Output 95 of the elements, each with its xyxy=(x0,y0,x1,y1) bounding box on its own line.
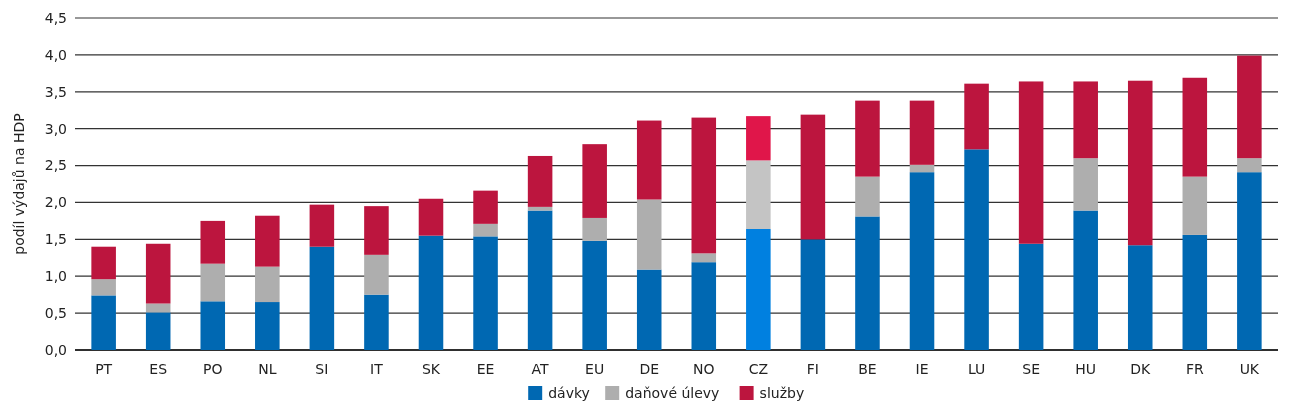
x-tick-label: PO xyxy=(203,361,223,377)
bar xyxy=(309,204,335,247)
legend-label: služby xyxy=(759,385,805,401)
bar xyxy=(255,266,280,303)
bar xyxy=(746,229,771,350)
y-tick-label: 4,5 xyxy=(44,9,67,26)
legend-label: dávky xyxy=(548,385,590,401)
x-tick-label: FR xyxy=(1185,361,1204,377)
y-tick-label: 3,5 xyxy=(44,83,67,100)
bar xyxy=(473,223,498,237)
bar xyxy=(964,83,989,150)
bar xyxy=(800,239,826,350)
bar xyxy=(691,253,717,263)
bar xyxy=(418,235,444,350)
bar xyxy=(909,172,935,350)
y-axis-title: podíl výdajů na HDP xyxy=(11,113,27,255)
bar xyxy=(91,295,116,350)
bar xyxy=(909,164,935,173)
x-tick-label: EU xyxy=(585,361,605,377)
bar xyxy=(473,236,498,350)
x-tick-label: ES xyxy=(149,361,168,377)
x-tick-label: IT xyxy=(370,361,384,377)
bar xyxy=(309,246,335,350)
bar xyxy=(691,117,717,254)
x-tick-label: AT xyxy=(531,361,550,377)
bar xyxy=(418,198,444,236)
bar xyxy=(200,301,226,350)
bar xyxy=(1127,245,1153,350)
bar xyxy=(1237,55,1262,159)
bar xyxy=(582,240,607,350)
bar xyxy=(145,243,171,304)
bar xyxy=(1237,172,1262,350)
x-tick-label: DK xyxy=(1130,361,1152,377)
bar xyxy=(582,144,607,218)
x-tick-label: PT xyxy=(95,361,113,377)
legend-label: daňové úlevy xyxy=(625,385,720,401)
x-tick-label: SI xyxy=(315,361,329,377)
y-tick-label: 4,0 xyxy=(44,46,67,63)
bar xyxy=(255,215,280,267)
bar xyxy=(1018,243,1044,350)
bar xyxy=(200,220,226,264)
x-tick-label: FI xyxy=(806,361,819,377)
bar xyxy=(582,217,607,241)
x-tick-label: HU xyxy=(1075,361,1097,377)
bar xyxy=(855,216,880,350)
bar xyxy=(91,246,116,280)
x-tick-label: LU xyxy=(967,361,986,377)
y-tick-label: 0,5 xyxy=(44,305,67,322)
bar xyxy=(746,116,771,161)
bar xyxy=(1182,234,1208,350)
bar xyxy=(364,254,389,295)
y-tick-label: 1,5 xyxy=(44,231,67,248)
x-tick-label: NO xyxy=(693,361,715,377)
bar xyxy=(1182,176,1208,235)
bar xyxy=(855,176,880,217)
bar xyxy=(1237,158,1262,173)
bar xyxy=(527,210,553,350)
x-tick-label: SE xyxy=(1022,361,1040,377)
bar xyxy=(909,100,935,165)
x-tick-label: NL xyxy=(258,361,277,377)
bar xyxy=(527,206,553,211)
bar xyxy=(364,294,389,350)
bar xyxy=(1182,77,1208,177)
x-tick-label: EE xyxy=(476,361,495,377)
bar xyxy=(364,206,389,255)
bar xyxy=(473,190,498,224)
y-tick-label: 2,0 xyxy=(44,194,67,211)
bar xyxy=(1073,81,1098,159)
bar xyxy=(200,263,226,302)
x-tick-label: CZ xyxy=(748,361,769,377)
bar xyxy=(1127,80,1153,246)
bar xyxy=(636,120,662,200)
bar xyxy=(691,262,717,350)
bar xyxy=(1073,210,1098,350)
x-tick-label: SK xyxy=(421,361,441,377)
bar xyxy=(145,312,171,350)
x-tick-label: UK xyxy=(1239,361,1260,377)
x-tick-label: IE xyxy=(915,361,929,377)
bar xyxy=(1018,81,1044,244)
bar xyxy=(800,114,826,240)
bar xyxy=(91,279,116,296)
bar xyxy=(255,302,280,350)
y-tick-label: 1,0 xyxy=(44,268,67,285)
bar xyxy=(1073,158,1098,211)
bar xyxy=(746,160,771,229)
y-tick-label: 2,5 xyxy=(44,157,67,174)
bar xyxy=(964,149,989,350)
y-tick-label: 3,0 xyxy=(44,120,67,137)
bar xyxy=(855,100,880,177)
x-tick-label: DE xyxy=(639,361,660,377)
x-tick-label: BE xyxy=(858,361,877,377)
bar xyxy=(636,269,662,350)
y-tick-label: 0,0 xyxy=(44,341,67,358)
bar xyxy=(527,155,553,207)
bar xyxy=(636,199,662,270)
